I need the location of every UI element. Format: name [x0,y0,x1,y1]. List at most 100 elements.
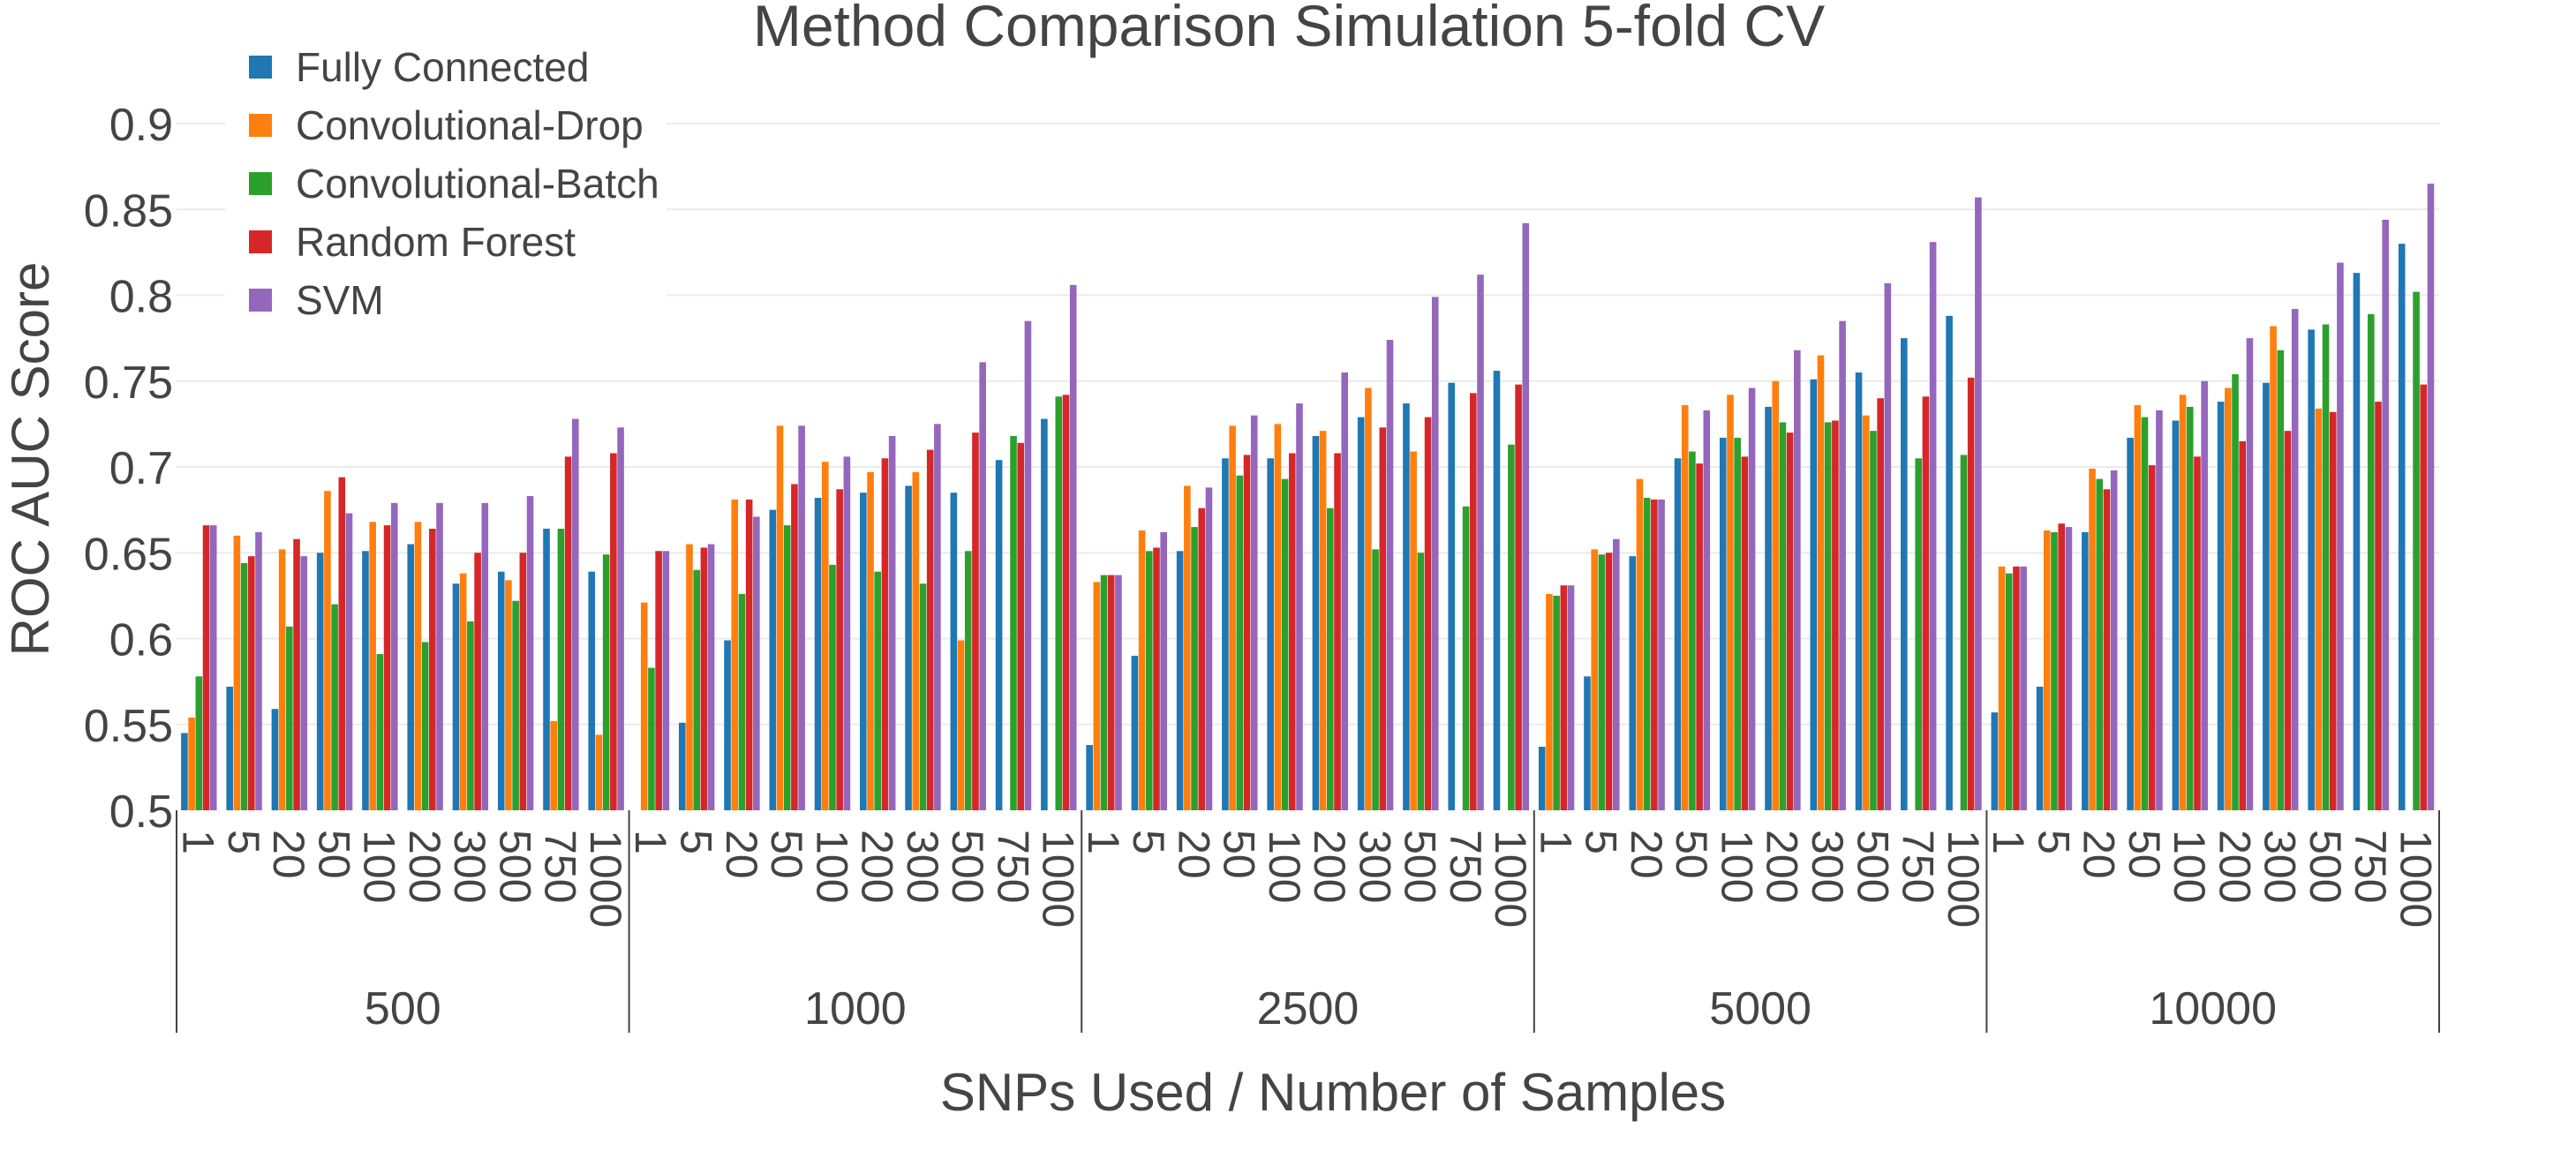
y-tick-label: 0.7 [109,443,173,494]
x-tick-label: 50 [1215,830,1264,879]
bar [1138,530,1146,810]
bar [1341,372,1349,810]
bar [316,553,324,810]
bar [1584,676,1591,810]
chart-title: Method Comparison Simulation 5-fold CV [753,0,1825,58]
bar [1855,372,1863,810]
bar [1448,382,1456,810]
legend-swatch [249,230,272,253]
bar [2225,387,2232,810]
bar [1160,531,1167,810]
bar [2134,404,2142,810]
bar [1417,553,1425,810]
bar [1274,424,1282,810]
x-tick-label: 100 [1260,830,1309,903]
bar [1462,506,1470,810]
bar [686,544,693,810]
bar [2217,402,2225,810]
y-tick-label: 0.9 [109,100,173,151]
bar [1069,284,1077,811]
bar [1674,458,1682,810]
x-tick-label: 500 [943,830,992,903]
bar [1470,393,1477,810]
bar [421,642,429,810]
bar [700,547,708,810]
bar [1598,554,1606,810]
bar [1794,350,1801,810]
bar [2201,380,2208,810]
bar [1605,553,1613,810]
bar [610,453,617,810]
y-tick-label: 0.6 [109,615,173,666]
bar [1538,747,1546,810]
bar [1765,406,1772,810]
bar [1696,463,1703,810]
bar [1281,478,1289,810]
bar [271,709,279,810]
bar [888,435,896,810]
x-tick-label: 20 [2075,830,2124,879]
bar [1567,585,1575,810]
bar [1198,508,1206,810]
bar [617,427,624,810]
bar [1100,575,1108,810]
bar [2337,262,2344,810]
bar [2368,313,2375,810]
x-tick-label: 1 [1984,830,2033,854]
bar [1357,417,1365,810]
legend-label: Convolutional-Drop [296,102,644,148]
legend-label: Random Forest [296,219,576,265]
bar [407,544,415,810]
bar [662,551,670,810]
bar [550,720,558,810]
bar [1236,475,1244,810]
bar [1372,549,1379,810]
bar [769,509,777,810]
legend-background [225,35,667,335]
x-tick-label: 200 [2210,830,2259,903]
bar [324,491,331,810]
bar [798,425,805,810]
group-label: 1000 [804,983,907,1034]
x-tick-label: 200 [1305,830,1354,903]
bar [1824,422,1832,810]
x-tick-label: 1000 [1486,830,1535,928]
bar [1086,745,1093,810]
bar [950,493,958,810]
bar [1267,458,1274,810]
x-tick-label: 5 [1577,830,1626,854]
bar [1546,593,1553,810]
bar [1115,575,1122,810]
bar [2382,219,2390,811]
bar [362,551,369,810]
bar [1862,415,1870,810]
bar [1915,458,1923,810]
group-label: 500 [365,983,441,1034]
bar [2353,273,2361,811]
bar [436,502,443,810]
x-tick-label: 1 [1531,830,1580,854]
x-tick-label: 50 [309,830,358,879]
bar [452,583,460,810]
bar [1960,455,1968,810]
bar [195,676,203,810]
bar [972,433,979,810]
legend-swatch [249,56,272,79]
bar [1522,222,1530,810]
legend-label: SVM [296,277,384,323]
x-tick-label: 500 [2301,830,2350,903]
bar [1243,455,1251,810]
bar [369,522,376,810]
bar [1779,422,1787,810]
x-tick-label: 100 [807,830,856,903]
bar [293,538,300,810]
x-tick-label: 1000 [2391,830,2440,928]
legend[interactable]: Fully Connected Convolutional-Drop Convolu… [225,35,667,335]
bar [964,551,972,810]
bar [1877,398,1884,810]
bar [2291,309,2299,810]
bar [1153,547,1160,810]
x-tick-label: 1 [174,830,223,854]
bar [602,554,610,810]
